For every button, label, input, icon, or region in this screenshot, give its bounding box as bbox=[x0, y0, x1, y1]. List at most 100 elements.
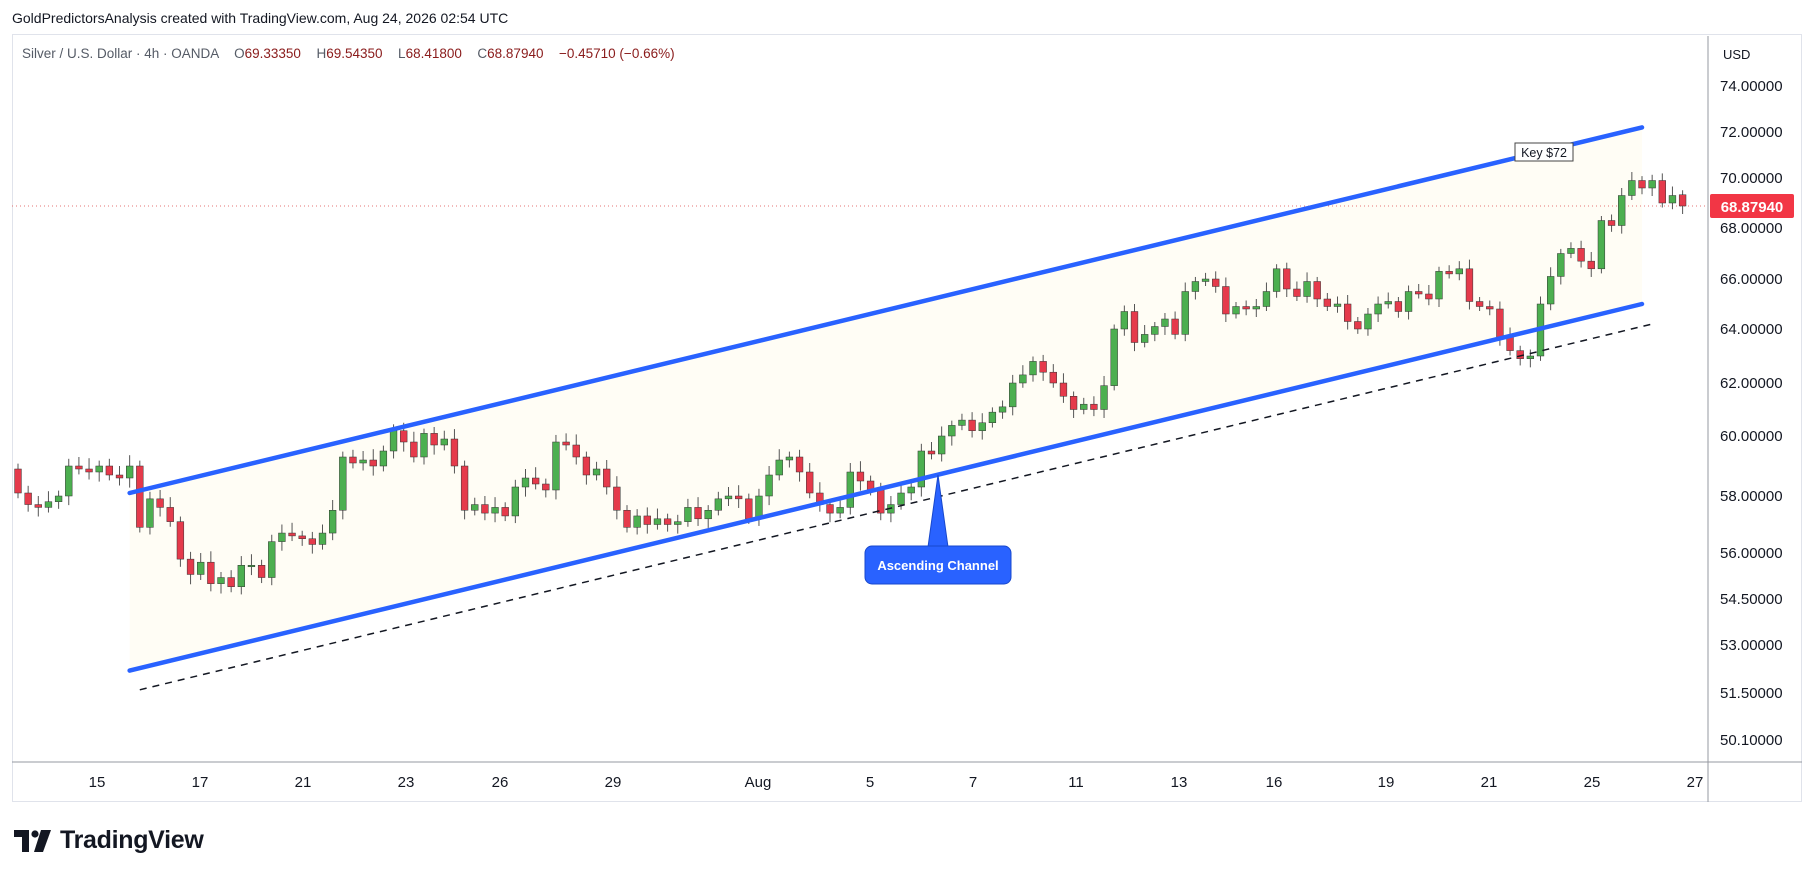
candle[interactable] bbox=[207, 561, 215, 584]
candle[interactable] bbox=[430, 433, 438, 446]
candle[interactable] bbox=[1191, 281, 1200, 292]
candle[interactable] bbox=[460, 465, 469, 511]
candle[interactable] bbox=[105, 465, 113, 476]
callout-box[interactable] bbox=[864, 545, 1012, 585]
candle[interactable] bbox=[653, 518, 662, 525]
candle[interactable] bbox=[1201, 278, 1210, 282]
candle[interactable] bbox=[998, 406, 1007, 413]
candle[interactable] bbox=[694, 507, 702, 520]
candle[interactable] bbox=[126, 465, 134, 479]
candle[interactable] bbox=[1384, 301, 1392, 305]
channel-upper-line[interactable] bbox=[127, 125, 1645, 496]
candle[interactable] bbox=[1272, 268, 1281, 292]
candle[interactable] bbox=[359, 459, 367, 464]
candle[interactable] bbox=[1151, 326, 1159, 335]
channel-lower-line[interactable] bbox=[127, 301, 1645, 673]
candle[interactable] bbox=[765, 474, 773, 497]
candle[interactable] bbox=[14, 468, 22, 494]
candle[interactable] bbox=[1567, 248, 1575, 254]
candle[interactable] bbox=[1344, 303, 1352, 322]
candle[interactable] bbox=[318, 532, 327, 545]
candle[interactable] bbox=[1080, 403, 1088, 410]
candle[interactable] bbox=[958, 419, 966, 426]
candle[interactable] bbox=[775, 459, 783, 476]
candle[interactable] bbox=[1465, 268, 1474, 302]
candle[interactable] bbox=[684, 507, 692, 522]
candle[interactable] bbox=[1252, 306, 1260, 310]
candle[interactable] bbox=[1648, 180, 1656, 189]
candle[interactable] bbox=[1374, 303, 1382, 315]
candle[interactable] bbox=[1039, 361, 1047, 373]
candle[interactable] bbox=[268, 541, 276, 578]
candle[interactable] bbox=[643, 515, 651, 525]
candle[interactable] bbox=[907, 486, 915, 494]
candle[interactable] bbox=[917, 450, 926, 488]
candle[interactable] bbox=[1313, 281, 1321, 300]
candle[interactable] bbox=[592, 468, 601, 476]
candle[interactable] bbox=[1110, 328, 1118, 386]
candle[interactable] bbox=[613, 486, 621, 511]
candle[interactable] bbox=[339, 456, 347, 511]
candle[interactable] bbox=[1069, 396, 1078, 410]
candle[interactable] bbox=[542, 483, 550, 491]
candle[interactable] bbox=[491, 507, 499, 514]
candle[interactable] bbox=[1212, 278, 1220, 287]
candle[interactable] bbox=[1171, 318, 1179, 335]
candle[interactable] bbox=[1303, 281, 1311, 297]
candle[interactable] bbox=[572, 444, 580, 458]
candle[interactable] bbox=[1181, 291, 1189, 335]
candle[interactable] bbox=[1161, 318, 1169, 327]
candle[interactable] bbox=[856, 471, 865, 482]
candle[interactable] bbox=[44, 501, 53, 508]
candle[interactable] bbox=[674, 521, 682, 525]
candle[interactable] bbox=[714, 498, 723, 511]
candle[interactable] bbox=[237, 565, 245, 587]
candle[interactable] bbox=[704, 510, 712, 520]
candle[interactable] bbox=[1059, 382, 1068, 397]
candle[interactable] bbox=[247, 565, 256, 568]
candle[interactable] bbox=[288, 532, 296, 537]
candle[interactable] bbox=[1628, 180, 1636, 196]
key-level-box[interactable] bbox=[1514, 142, 1574, 162]
candle[interactable] bbox=[115, 474, 124, 479]
candle[interactable] bbox=[1577, 248, 1585, 262]
candle[interactable] bbox=[795, 456, 804, 473]
candle[interactable] bbox=[724, 495, 733, 500]
candle[interactable] bbox=[532, 477, 540, 485]
candle[interactable] bbox=[1618, 195, 1626, 226]
candle[interactable] bbox=[1638, 180, 1646, 189]
candle[interactable] bbox=[1029, 361, 1037, 376]
candle[interactable] bbox=[450, 438, 459, 467]
symbol-info[interactable]: Silver / U.S. Dollar · 4h · OANDA bbox=[22, 46, 219, 61]
candle[interactable] bbox=[329, 510, 337, 534]
candle[interactable] bbox=[1222, 286, 1230, 315]
candle[interactable] bbox=[1455, 268, 1463, 275]
candle[interactable] bbox=[836, 507, 844, 514]
candle[interactable] bbox=[1587, 260, 1595, 270]
candle[interactable] bbox=[511, 486, 520, 517]
candle[interactable] bbox=[379, 450, 388, 467]
candle[interactable] bbox=[1597, 220, 1606, 270]
candle[interactable] bbox=[400, 430, 408, 443]
candle[interactable] bbox=[1404, 291, 1413, 312]
candle[interactable] bbox=[988, 411, 997, 423]
candle[interactable] bbox=[1100, 385, 1108, 410]
candle[interactable] bbox=[166, 507, 174, 522]
candle[interactable] bbox=[1130, 311, 1139, 343]
candle[interactable] bbox=[562, 441, 570, 446]
candle[interactable] bbox=[1232, 306, 1240, 315]
candle[interactable] bbox=[481, 504, 489, 514]
candle[interactable] bbox=[663, 518, 672, 525]
candle[interactable] bbox=[1049, 371, 1057, 384]
candle[interactable] bbox=[75, 465, 83, 470]
candle[interactable] bbox=[369, 459, 377, 467]
candle[interactable] bbox=[1394, 301, 1403, 312]
candle[interactable] bbox=[968, 419, 976, 431]
candle[interactable] bbox=[146, 498, 154, 528]
candle[interactable] bbox=[65, 465, 73, 497]
candle[interactable] bbox=[34, 504, 42, 508]
candle[interactable] bbox=[1547, 276, 1555, 305]
candle[interactable] bbox=[197, 561, 205, 575]
candle[interactable] bbox=[501, 507, 509, 517]
candle[interactable] bbox=[735, 495, 743, 500]
